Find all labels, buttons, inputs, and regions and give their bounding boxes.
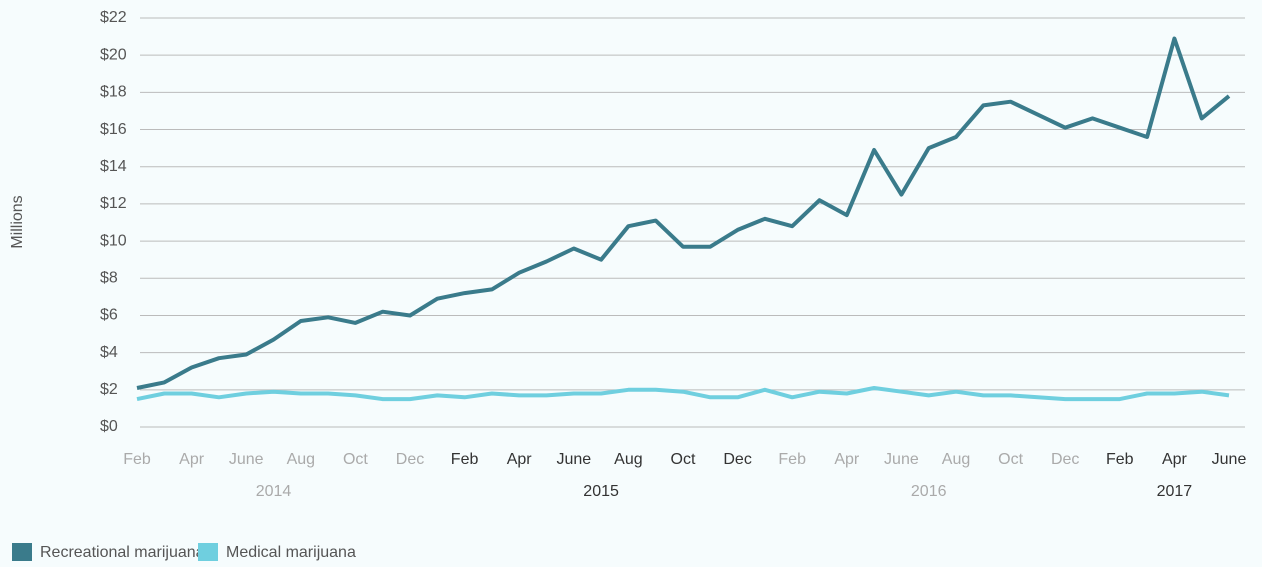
x-tick-label: Oct <box>343 451 368 468</box>
y-tick-label: $18 <box>100 84 127 101</box>
y-tick-label: $8 <box>100 269 118 286</box>
y-tick-label: $2 <box>100 381 118 398</box>
x-group-label: 2014 <box>256 483 292 500</box>
x-group-label: 2017 <box>1157 483 1193 500</box>
x-tick-label: Dec <box>396 451 424 468</box>
y-axis-label: Millions <box>9 195 26 248</box>
x-tick-label: Aug <box>942 451 970 468</box>
x-tick-label: Feb <box>1106 451 1134 468</box>
y-tick-label: $12 <box>100 195 127 212</box>
x-tick-label: Oct <box>671 451 696 468</box>
x-tick-label: Feb <box>778 451 806 468</box>
x-tick-label: Dec <box>1051 451 1079 468</box>
y-tick-label: $4 <box>100 344 118 361</box>
x-tick-label: Feb <box>123 451 151 468</box>
y-tick-label: $10 <box>100 232 127 249</box>
x-tick-label: June <box>229 451 264 468</box>
x-tick-label: Oct <box>998 451 1023 468</box>
x-tick-label: Aug <box>287 451 315 468</box>
x-tick-label: June <box>884 451 919 468</box>
y-tick-label: $14 <box>100 158 127 175</box>
y-tick-label: $0 <box>100 418 118 435</box>
y-tick-label: $20 <box>100 46 127 63</box>
y-tick-label: $22 <box>100 9 127 26</box>
x-tick-label: Apr <box>179 451 205 468</box>
x-tick-label: Dec <box>723 451 751 468</box>
legend-label: Medical marijuana <box>226 544 356 561</box>
x-tick-label: June <box>1212 451 1247 468</box>
x-tick-label: Aug <box>614 451 642 468</box>
line <box>136 386 1230 402</box>
legend-label: Recreational marijuana <box>40 544 205 561</box>
x-group-label: 2015 <box>583 483 619 500</box>
x-tick-label: June <box>556 451 591 468</box>
x-tick-label: Feb <box>451 451 479 468</box>
x-tick-label: Apr <box>507 451 533 468</box>
x-tick-label: Apr <box>1162 451 1188 468</box>
x-tick-label: Apr <box>834 451 860 468</box>
y-tick-label: $6 <box>100 307 118 324</box>
legend-swatch <box>12 543 32 561</box>
y-tick-label: $16 <box>100 121 127 138</box>
line <box>136 36 1231 390</box>
x-group-label: 2016 <box>911 483 947 500</box>
legend-swatch <box>198 543 218 561</box>
